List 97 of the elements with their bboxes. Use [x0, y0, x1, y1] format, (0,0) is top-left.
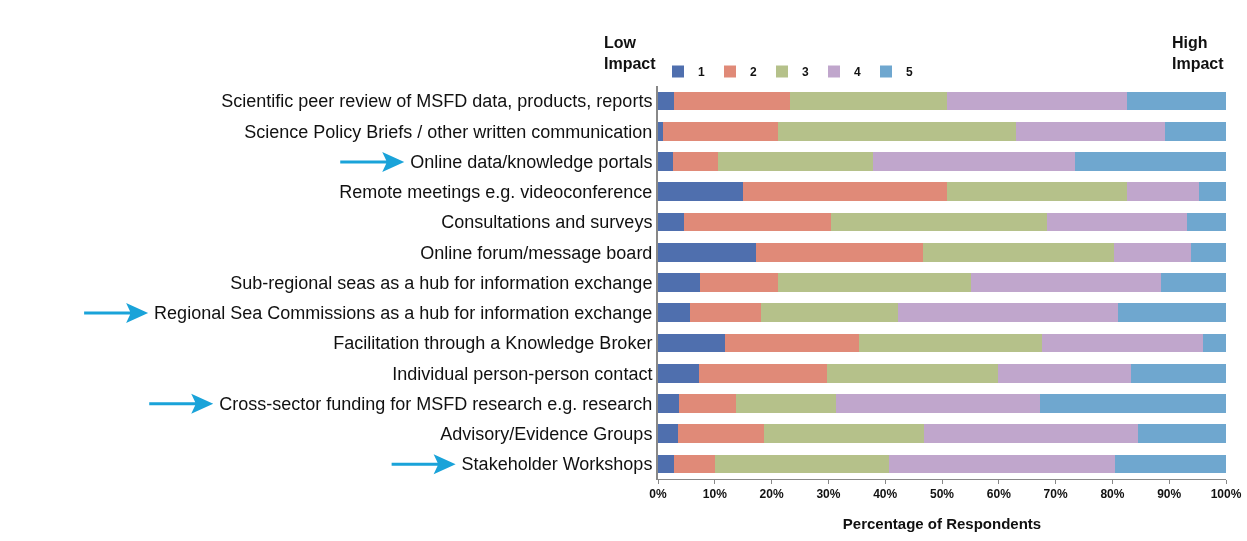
x-tick-label: 80% — [1100, 487, 1125, 502]
bar — [1114, 242, 1192, 262]
x-tick-label: 50% — [929, 487, 955, 502]
legend-label: 2 — [750, 65, 757, 80]
bar — [1075, 152, 1226, 171]
bar — [898, 303, 1119, 323]
bar — [1137, 424, 1226, 444]
bar — [658, 303, 691, 323]
y-tick-label: Sub-regional seas as a hub for information exchange — [230, 272, 653, 293]
bar — [658, 91, 674, 111]
x-tick-label: 70% — [1043, 487, 1068, 502]
bar — [946, 182, 1128, 202]
bar — [1131, 363, 1226, 383]
legend-label: 4 — [854, 65, 861, 80]
bar — [922, 242, 1115, 262]
bar — [736, 394, 837, 413]
legend-label: 5 — [906, 65, 913, 80]
y-tick-label: Advisory/Evidence Groups — [440, 423, 653, 444]
bar — [715, 454, 889, 474]
x-tick-label: 10% — [702, 487, 728, 502]
legend-label: 1 — [698, 65, 705, 80]
y-tick-label: Cross-sector funding for MSFD research e.g. research — [219, 393, 653, 414]
bar — [1127, 91, 1226, 111]
bar — [679, 394, 737, 413]
bar — [946, 91, 1128, 111]
x-tick-label: 100% — [1210, 487, 1242, 502]
x-tick-label: 40% — [873, 487, 898, 502]
bar — [658, 242, 756, 262]
text: High Impact — [1172, 34, 1225, 72]
bar — [1199, 182, 1226, 202]
bar — [997, 363, 1132, 383]
bar — [743, 182, 947, 202]
bar — [683, 212, 831, 232]
bar — [677, 424, 765, 444]
bar — [888, 454, 1116, 474]
bar — [1127, 182, 1200, 202]
bar — [827, 363, 998, 383]
bar — [1040, 394, 1226, 413]
bar — [1191, 242, 1226, 262]
bar — [658, 152, 673, 171]
bar — [830, 212, 1048, 232]
bar — [658, 394, 680, 413]
text: Low Impact — [604, 34, 657, 72]
bar — [718, 152, 873, 171]
bar — [872, 152, 1076, 171]
y-tick-label: Facilitation through a Knowledge Broker — [333, 333, 653, 354]
y-tick-label: Online data/knowledge portals — [410, 151, 653, 172]
bar — [836, 394, 1041, 413]
bar — [778, 273, 971, 292]
bar — [673, 91, 791, 111]
bar — [1165, 121, 1226, 141]
bar — [761, 303, 899, 323]
bar — [1115, 454, 1226, 474]
bar — [725, 333, 860, 353]
bar — [1047, 212, 1188, 232]
y-tick-label: Online forum/message board — [420, 242, 653, 263]
bar — [673, 454, 716, 474]
y-tick-label: Consultations and surveys — [441, 212, 653, 233]
bar — [700, 273, 779, 292]
y-tick-label: Remote meetings e.g. videoconference — [339, 182, 653, 203]
bar — [924, 424, 1138, 444]
bar — [778, 121, 1016, 141]
bar — [658, 424, 678, 444]
x-tick-label: 20% — [759, 487, 784, 502]
bar — [1015, 121, 1166, 141]
bar — [658, 273, 701, 292]
y-tick-label: Individual person-person contact — [392, 363, 653, 384]
bar — [859, 333, 1042, 353]
y-tick-label: Scientific peer review of MSFD data, products, reports — [221, 91, 653, 112]
bar — [790, 91, 947, 111]
y-tick-label: Science Policy Briefs / other written communication — [244, 121, 653, 142]
bar — [764, 424, 925, 444]
bar — [672, 152, 719, 171]
bar — [690, 303, 762, 323]
bar — [658, 121, 664, 141]
bar — [658, 454, 674, 474]
y-tick-label: Regional Sea Commissions as a hub for information exchange — [154, 303, 653, 324]
x-tick-label: 30% — [816, 487, 841, 502]
bar — [1118, 303, 1226, 323]
bar — [970, 273, 1162, 292]
bar — [1161, 273, 1226, 292]
bar — [658, 182, 744, 202]
x-tick-label: 60% — [986, 487, 1012, 502]
bar — [663, 121, 779, 141]
legend-label: 3 — [802, 65, 809, 80]
bar — [658, 333, 726, 353]
bar — [699, 363, 828, 383]
x-axis-title: Percentage of Respondents — [842, 515, 1042, 533]
x-tick-label: 0% — [649, 487, 667, 502]
bar — [658, 363, 700, 383]
y-tick-label: Stakeholder Workshops — [461, 454, 653, 475]
bar — [1187, 212, 1226, 232]
bar — [755, 242, 923, 262]
x-tick-label: 90% — [1157, 487, 1182, 502]
bar — [1203, 333, 1226, 353]
bar — [658, 212, 684, 232]
bar — [1041, 333, 1204, 353]
